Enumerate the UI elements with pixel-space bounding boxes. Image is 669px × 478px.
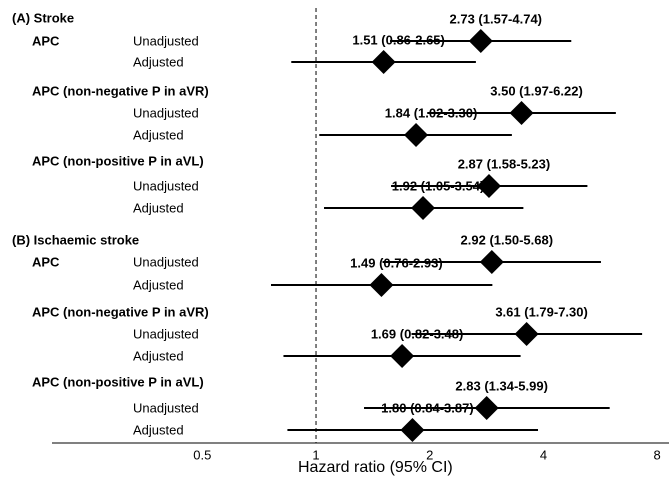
value-label: 2.87 (1.58-5.23) [458,156,551,171]
estimate-diamond [474,396,499,420]
group-name: APC (non-negative P in aVR) [32,304,209,319]
estimate-diamond [400,418,425,442]
value-label: 3.61 (1.79-7.30) [495,304,588,319]
row-label: Unadjusted [133,33,199,48]
group-name: APC [32,254,60,269]
x-tick-label: 8 [654,447,661,462]
estimate-diamond [404,123,429,147]
estimate-diamond [468,29,493,53]
row-label: Unadjusted [133,254,199,269]
estimate-diamond [390,344,415,368]
group-name: APC (non-positive P in aVL) [32,153,204,168]
row-label: Adjusted [133,348,184,363]
value-label: 2.73 (1.57-4.74) [450,11,543,26]
value-label: 2.83 (1.34-5.99) [455,378,548,393]
group-name: APC (non-negative P in aVR) [32,83,209,98]
estimate-diamond [371,50,396,74]
x-tick-label: 2 [426,447,433,462]
estimate-diamond [509,101,534,125]
row-label: Unadjusted [133,326,199,341]
section-title: (B) Ischaemic stroke [12,232,139,247]
value-label: 3.50 (1.97-6.22) [490,83,583,98]
section-title: (A) Stroke [12,10,74,25]
row-label: Adjusted [133,200,184,215]
row-label: Unadjusted [133,178,199,193]
estimate-diamond [479,250,504,274]
x-tick-label: 0.5 [193,447,211,462]
x-axis-label: Hazard ratio (95% CI) [298,459,453,476]
value-label: 1.80 (0.84-3.87) [381,400,474,415]
row-label: Unadjusted [133,105,199,120]
group-name: APC (non-positive P in aVL) [32,374,204,389]
row-label: Adjusted [133,54,184,69]
estimate-diamond [514,322,539,346]
x-tick-label: 4 [540,447,547,462]
row-label: Adjusted [133,422,184,437]
x-tick-label: 1 [312,447,319,462]
value-label: 1.84 (1.02-3.30) [385,105,478,120]
value-label: 1.92 (1.05-3.54) [392,178,485,193]
value-label: 1.51 (0.86-2.65) [352,32,445,47]
row-label: Unadjusted [133,400,199,415]
estimate-diamond [411,196,436,220]
value-label: 1.69 (0.82-3.48) [371,326,464,341]
value-label: 1.49 (0.76-2.93) [350,255,443,270]
estimate-diamond [476,174,501,198]
estimate-diamond [369,273,394,297]
row-label: Adjusted [133,127,184,142]
row-label: Adjusted [133,277,184,292]
group-name: APC [32,33,60,48]
value-label: 2.92 (1.50-5.68) [461,232,554,247]
